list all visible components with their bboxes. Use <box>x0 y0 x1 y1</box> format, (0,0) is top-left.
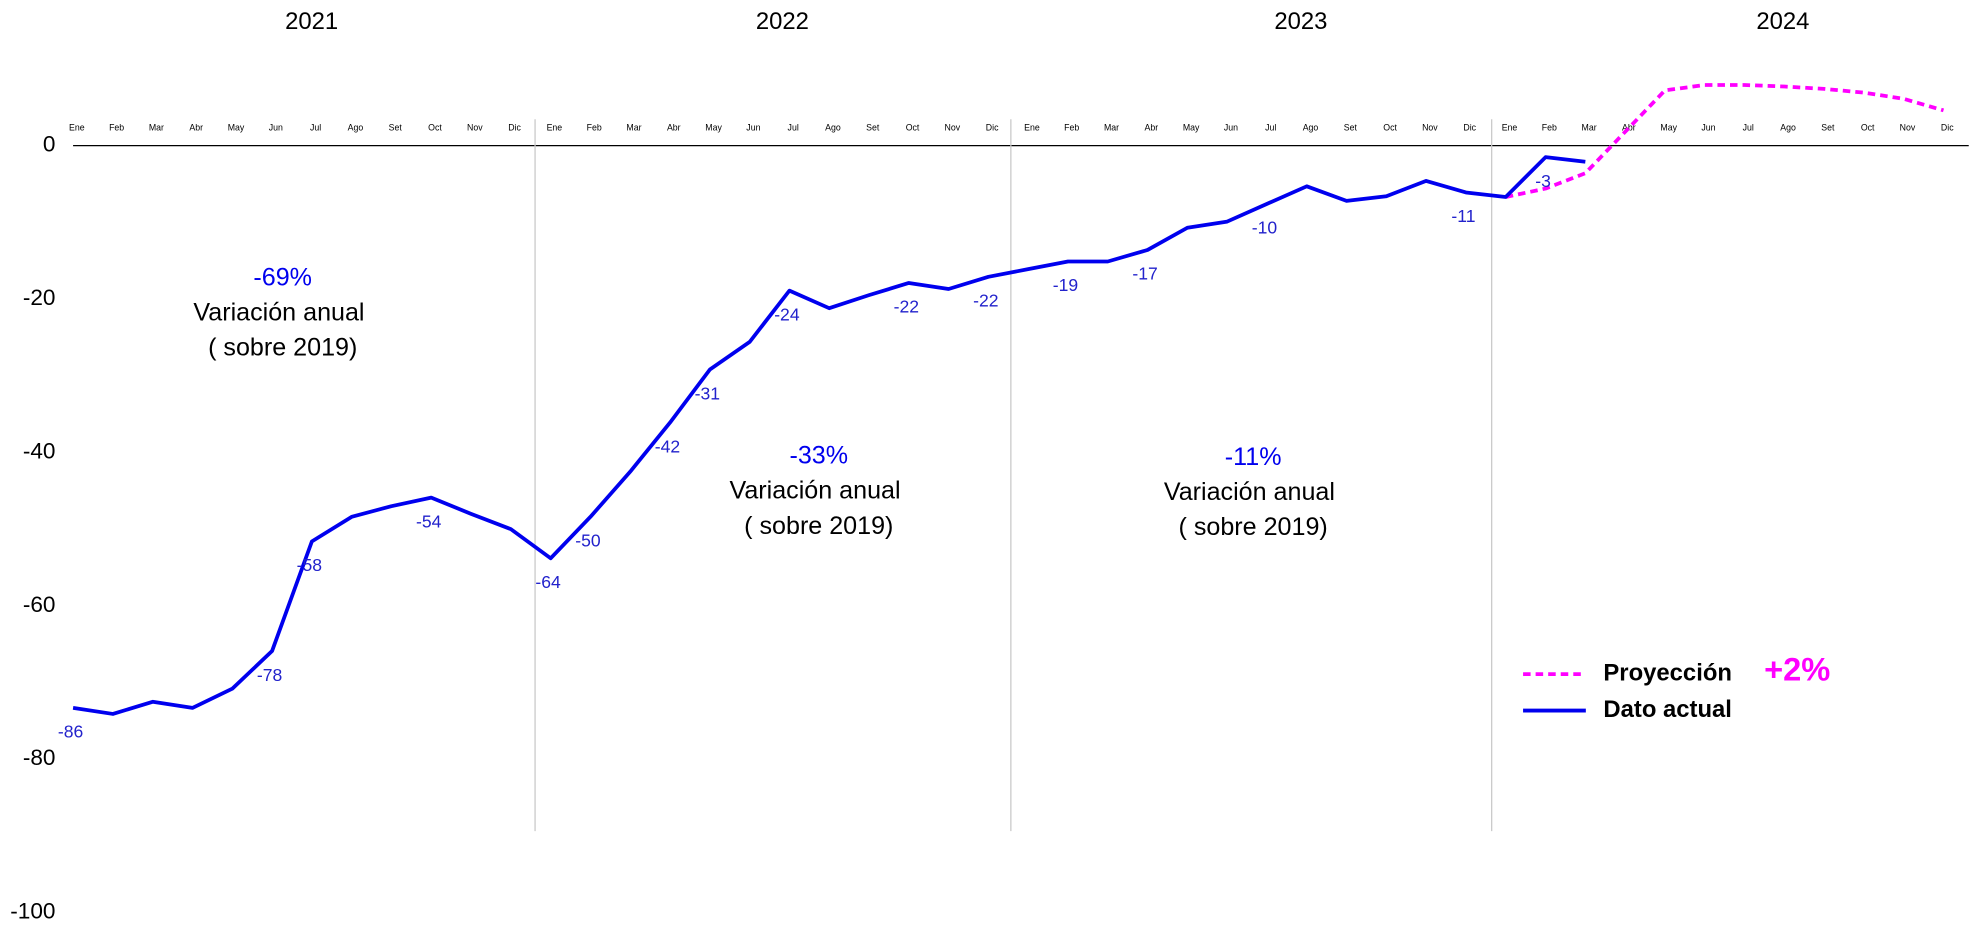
x-tick-label: Oct <box>428 122 442 132</box>
point-label: -3 <box>1535 171 1551 191</box>
x-tick-label: Set <box>389 122 403 132</box>
x-tick-label: Dic <box>1463 122 1476 132</box>
y-tick-label: -60 <box>23 592 56 617</box>
x-tick-label: Nov <box>467 122 483 132</box>
annotation-text: Variación anual <box>193 298 364 326</box>
point-label: -10 <box>1252 218 1278 238</box>
x-tick-label: Feb <box>587 122 602 132</box>
point-label: -17 <box>1132 264 1157 284</box>
x-tick-label: Ago <box>1303 122 1319 132</box>
point-label: -78 <box>257 665 282 685</box>
x-tick-label: Oct <box>1861 122 1875 132</box>
x-tick-label: Abr <box>1145 122 1159 132</box>
annotation-value: -11% <box>1225 443 1282 471</box>
x-tick-label: Mar <box>1104 122 1119 132</box>
x-tick-label: Jun <box>269 122 283 132</box>
x-tick-label: Abr <box>667 122 681 132</box>
legend-note: +2% <box>1764 650 1830 687</box>
x-tick-label: May <box>1183 122 1200 132</box>
y-tick-label: -20 <box>23 285 56 310</box>
point-label: -54 <box>416 511 442 531</box>
x-tick-label: Ago <box>825 122 841 132</box>
x-tick-label: Jul <box>310 122 321 132</box>
series-line <box>72 155 1586 716</box>
point-label: -11 <box>1451 206 1475 226</box>
y-tick-label: 0 <box>43 132 56 157</box>
x-tick-label: Feb <box>1542 122 1557 132</box>
x-tick-label: Jun <box>746 122 760 132</box>
point-label: -24 <box>774 304 800 324</box>
x-tick-label: Dic <box>508 122 521 132</box>
x-tick-label: Set <box>866 122 880 132</box>
x-tick-label: Oct <box>1383 122 1397 132</box>
year-label: 2023 <box>1274 8 1327 35</box>
y-tick-label: -80 <box>23 745 56 770</box>
point-label: -42 <box>655 436 680 456</box>
legend-label: Dato actual <box>1603 696 1732 723</box>
series-line <box>1505 83 1945 199</box>
x-tick-label: Ene <box>1024 122 1040 132</box>
point-label: -50 <box>575 531 601 551</box>
year-label: 2021 <box>285 8 338 35</box>
annotation-note: ( sobre 2019) <box>744 512 893 540</box>
x-tick-label: Ene <box>547 122 563 132</box>
year-label: 2022 <box>756 8 809 35</box>
x-tick-label: Nov <box>1422 122 1438 132</box>
x-tick-label: Jun <box>1224 122 1238 132</box>
y-tick-label: -100 <box>10 899 55 924</box>
x-tick-label: Ago <box>1780 122 1796 132</box>
annotation-text: Variación anual <box>1164 478 1335 506</box>
legend-label: Proyección <box>1603 659 1732 686</box>
x-tick-label: May <box>228 122 245 132</box>
x-tick-label: Feb <box>1064 122 1079 132</box>
x-tick-label: Nov <box>945 122 961 132</box>
point-label: -22 <box>894 297 919 317</box>
x-tick-label: Dic <box>1941 122 1954 132</box>
x-tick-label: Mar <box>626 122 641 132</box>
point-label: -86 <box>58 722 83 742</box>
point-label: -31 <box>695 383 720 403</box>
annotation-text: Variación anual <box>729 477 900 505</box>
x-tick-label: Set <box>1344 122 1358 132</box>
x-tick-label: Abr <box>189 122 203 132</box>
x-tick-label: Dic <box>986 122 999 132</box>
year-label: 2024 <box>1756 8 1809 35</box>
x-tick-label: Set <box>1821 122 1835 132</box>
x-tick-label: Jul <box>1743 122 1754 132</box>
y-tick-label: -40 <box>23 438 56 463</box>
x-tick-label: Ago <box>348 122 364 132</box>
x-tick-label: Feb <box>109 122 124 132</box>
x-tick-label: Jun <box>1701 122 1715 132</box>
x-tick-label: Nov <box>1900 122 1916 132</box>
x-tick-label: Jul <box>1265 122 1276 132</box>
x-tick-label: May <box>1660 122 1677 132</box>
annotation-note: ( sobre 2019) <box>208 334 357 362</box>
x-tick-label: Oct <box>906 122 920 132</box>
x-tick-label: Abr <box>1622 122 1636 132</box>
annotation-note: ( sobre 2019) <box>1179 513 1328 541</box>
annotation-value: -69% <box>253 263 312 291</box>
point-label: -64 <box>535 572 561 592</box>
point-label: -22 <box>973 291 998 311</box>
x-tick-label: Jul <box>788 122 799 132</box>
x-tick-label: Ene <box>1502 122 1518 132</box>
point-label: -58 <box>297 555 322 575</box>
x-tick-label: Ene <box>69 122 85 132</box>
x-tick-label: May <box>705 122 722 132</box>
x-tick-label: Mar <box>1582 122 1597 132</box>
x-tick-label: Mar <box>149 122 164 132</box>
annotation-value: -33% <box>789 442 848 470</box>
point-label: -19 <box>1053 275 1078 295</box>
